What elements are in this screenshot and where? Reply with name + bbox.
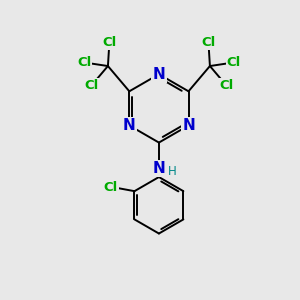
Text: Cl: Cl: [201, 36, 216, 49]
Text: Cl: Cl: [219, 79, 233, 92]
Text: N: N: [123, 118, 136, 133]
Text: N: N: [182, 118, 195, 133]
Text: H: H: [168, 165, 177, 178]
Text: Cl: Cl: [103, 181, 118, 194]
Text: N: N: [152, 161, 165, 176]
Text: Cl: Cl: [77, 56, 91, 69]
Text: N: N: [152, 67, 165, 82]
Text: Cl: Cl: [226, 56, 241, 69]
Text: Cl: Cl: [102, 36, 116, 49]
Text: Cl: Cl: [84, 79, 99, 92]
